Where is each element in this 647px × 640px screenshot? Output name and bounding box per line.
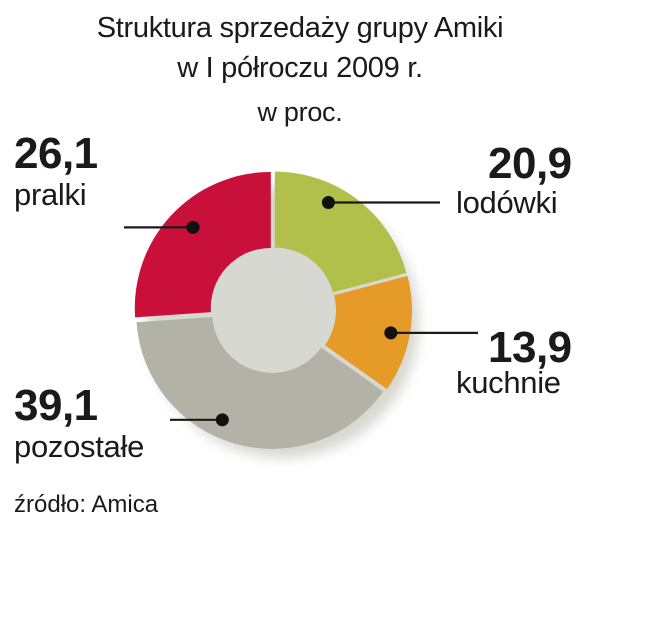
slice-label-pralki: pralki (14, 177, 87, 212)
source-note: źródło: Amica (14, 491, 159, 518)
slice-value-pralki: 26,1 (14, 129, 98, 178)
slice-value-kuchnie: 13,9 (488, 323, 572, 372)
leader-dot-lodówki (321, 195, 335, 209)
donut-slice-pozostałe (136, 317, 384, 449)
chart-unit: w proc. (257, 97, 343, 127)
leader-dot-pralki (186, 220, 200, 234)
leader-dot-pozostałe (215, 413, 229, 427)
slice-label-kuchnie: kuchnie (456, 365, 561, 400)
donut-slice-lodówki (274, 171, 407, 293)
donut-slice-kuchnie (324, 275, 412, 390)
slice-label-pozostale: pozostałe (14, 429, 145, 464)
slice-value-lodowki: 20,9 (488, 139, 572, 188)
slice-value-pozostale: 39,1 (14, 381, 98, 430)
leader-dot-kuchnie (384, 326, 398, 340)
chart-title-line2: w I półroczu 2009 r. (177, 52, 423, 84)
chart-title-line1: Struktura sprzedaży grupy Amiki (96, 12, 504, 44)
slice-label-lodowki: lodówki (456, 185, 558, 220)
donut-slice-pralki (134, 171, 271, 318)
